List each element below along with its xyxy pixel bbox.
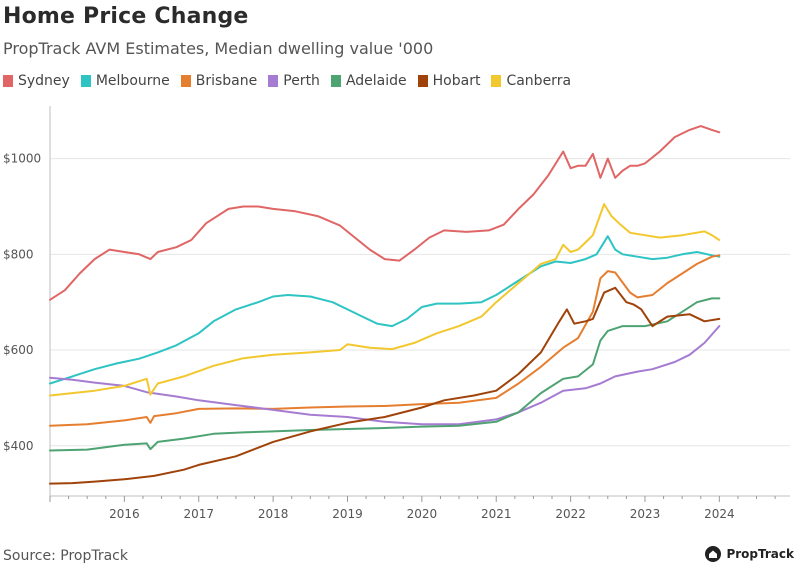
axes: $400 $600 $800 $1000 2016 2017 2018 2019 2020 202…	[3, 106, 790, 521]
x-tick-label: 2016	[109, 507, 140, 521]
x-tick-label: 2019	[332, 507, 363, 521]
brand-name: PropTrack	[726, 547, 794, 561]
x-tick-label: 2017	[183, 507, 214, 521]
y-tick-label: $400	[3, 439, 34, 453]
source-note: Source: PropTrack	[3, 548, 128, 564]
x-tick-label: 2023	[630, 507, 661, 521]
series-line-adelaide	[49, 297, 721, 452]
legend-item-melbourne: Melbourne	[80, 73, 170, 89]
legend-label: Brisbane	[195, 73, 258, 89]
series-line-sydney	[49, 125, 721, 301]
series-line-perth	[49, 325, 721, 426]
series-lines	[49, 125, 721, 485]
legend-swatch	[180, 75, 191, 87]
legend-item-hobart: Hobart	[417, 73, 481, 89]
series-line-canberra	[49, 203, 721, 397]
legend-label: Canberra	[506, 73, 572, 89]
y-tick-label: $600	[3, 343, 34, 357]
x-tick-label: 2021	[481, 507, 512, 521]
legend-swatch	[268, 75, 279, 87]
legend-label: Adelaide	[345, 73, 407, 89]
gridlines	[50, 158, 790, 447]
legend-label: Sydney	[18, 73, 70, 89]
brand-logo: PropTrack	[705, 546, 794, 562]
legend-item-perth: Perth	[268, 73, 320, 89]
line-chart: $400 $600 $800 $1000 2016 2017 2018 2019 2020 202…	[3, 106, 790, 521]
chart-subtitle: PropTrack AVM Estimates, Median dwelling…	[3, 39, 434, 58]
legend-item-canberra: Canberra	[491, 73, 571, 89]
legend-item-adelaide: Adelaide	[330, 73, 407, 89]
y-tick-label: $1000	[3, 152, 41, 166]
legend-swatch	[491, 75, 502, 87]
legend-swatch	[80, 75, 91, 87]
legend-label: Hobart	[432, 73, 481, 89]
legend-swatch	[330, 75, 341, 87]
x-tick-label: 2022	[555, 507, 586, 521]
legend-item-sydney: Sydney	[3, 73, 70, 89]
legend-swatch	[3, 75, 13, 87]
chart-legend: Sydney Melbourne Brisbane Perth Adelaide Hoba…	[3, 73, 571, 89]
series-line-hobart	[49, 286, 721, 485]
x-tick-label: 2018	[258, 507, 289, 521]
legend-label: Perth	[283, 73, 320, 89]
chart-title: Home Price Change	[3, 4, 249, 29]
x-tick-label: 2024	[704, 507, 735, 521]
x-tick-label: 2020	[407, 507, 438, 521]
legend-label: Melbourne	[95, 73, 170, 89]
proptrack-logo-icon	[705, 546, 722, 562]
y-tick-label: $800	[3, 247, 34, 261]
series-line-melbourne	[49, 235, 721, 385]
legend-swatch	[417, 75, 428, 87]
legend-item-brisbane: Brisbane	[180, 73, 258, 89]
series-line-brisbane	[49, 254, 721, 427]
